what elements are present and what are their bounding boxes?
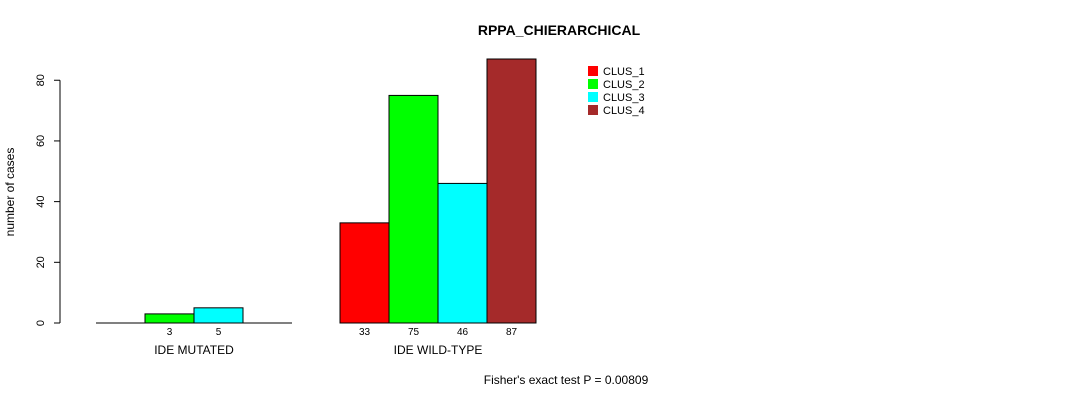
chart-title: RPPA_CHIERARCHICAL (478, 22, 641, 38)
legend-swatch (588, 79, 598, 89)
bar-value-label: 5 (216, 327, 222, 338)
bar (193, 307, 244, 324)
bar-value-label: 3 (167, 327, 173, 338)
legend-swatch (588, 92, 598, 102)
bar (388, 94, 439, 324)
legend-label: CLUS_4 (603, 105, 645, 117)
bar-value-label: 87 (506, 327, 518, 338)
legend-swatch (588, 105, 598, 115)
y-tick-label: 40 (35, 195, 47, 207)
bar-value-label: 75 (408, 327, 420, 338)
y-tick-label: 80 (35, 74, 47, 86)
y-tick-label: 60 (35, 135, 47, 147)
bar-labels: 3 5 33 75 46 87 (167, 327, 518, 338)
bar (437, 182, 488, 324)
bar-value-label: 46 (457, 327, 469, 338)
group-label: IDE WILD-TYPE (394, 343, 483, 357)
y-axis-label: number of cases (3, 148, 17, 237)
legend-label: CLUS_3 (603, 92, 645, 104)
group-label: IDE MUTATED (154, 343, 234, 357)
y-axis: 0 20 40 60 80 (35, 74, 61, 326)
bars (144, 58, 537, 324)
bar (339, 222, 390, 324)
bar (144, 313, 195, 324)
group-labels: IDE MUTATED IDE WILD-TYPE (154, 343, 482, 357)
bar (486, 58, 537, 324)
legend-swatch (588, 66, 598, 76)
y-tick-label: 0 (35, 320, 47, 326)
footnote: Fisher's exact test P = 0.00809 (484, 373, 649, 387)
legend-label: CLUS_2 (603, 79, 645, 91)
y-tick-label: 20 (35, 256, 47, 268)
legend-label: CLUS_1 (603, 66, 645, 78)
bar-value-label: 33 (359, 327, 371, 338)
